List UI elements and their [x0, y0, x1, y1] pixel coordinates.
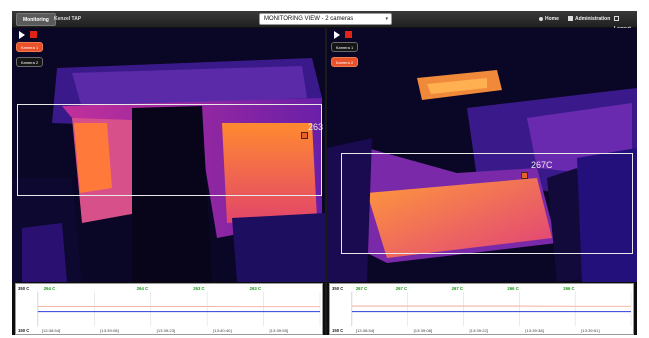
roi-temperature-label: 267C	[531, 160, 553, 170]
chart-time-label: [13:39:51]	[581, 328, 600, 333]
chart-peak-label: 264 C	[137, 286, 148, 291]
chart-peak-label: 266 C	[563, 286, 574, 291]
camera-2-button[interactable]: Kamera 2	[331, 57, 358, 67]
chart-background	[330, 284, 633, 334]
chart-peak-label: 267 C	[452, 286, 463, 291]
chart-time-label: [13:39:23]	[157, 328, 176, 333]
chart-peak-label: 263 C	[193, 286, 204, 291]
camera-pane-left: Kamera 1 Kamera 2 263 350 C 150 C 264 C 264…	[12, 28, 325, 335]
thermal-scene-right	[327, 28, 637, 282]
chart-background	[16, 284, 322, 334]
chart-time-label: [13:40:40]	[213, 328, 232, 333]
administration-label: Administration	[575, 16, 611, 22]
logout-icon	[614, 16, 619, 22]
admin-icon	[568, 16, 573, 22]
hotspot-marker	[521, 172, 528, 179]
chart-y-top-label: 350 C	[332, 286, 343, 291]
play-icon[interactable]	[334, 31, 340, 39]
chart-svg-left: 350 C 150 C 264 C 264 C 263 C 263 C [13:38:54]…	[16, 284, 322, 334]
roi-rectangle[interactable]	[17, 104, 322, 196]
roi-rectangle[interactable]	[341, 153, 633, 254]
chart-time-label: [13:39:22]	[469, 328, 488, 333]
thermal-scene-left	[12, 28, 325, 282]
chart-time-label: [13:39:08]	[100, 328, 119, 333]
view-select[interactable]: MONITORING VIEW - 2 cameras ▾	[259, 13, 392, 25]
hotspot-marker	[301, 132, 308, 139]
camera-1-button[interactable]: Kamera 1	[331, 42, 358, 52]
top-bar: Monitoring Kenzel TAP MONITORING VIEW - …	[12, 11, 637, 32]
chart-time-label: [13:39:55]	[270, 328, 289, 333]
stop-icon[interactable]	[30, 31, 37, 38]
camera-pane-right: Kamera 1 Kamera 2 267C 350 C 150 C 267 C 26…	[327, 28, 637, 335]
administration-link[interactable]: Administration	[568, 14, 610, 24]
play-icon[interactable]	[19, 31, 25, 39]
tab-monitoring[interactable]: Monitoring	[16, 13, 56, 26]
chevron-down-icon: ▾	[385, 16, 388, 22]
app-window: Monitoring Kenzel TAP MONITORING VIEW - …	[12, 11, 637, 335]
chart-peak-label: 267 C	[396, 286, 407, 291]
chart-peak-label: 267 C	[356, 286, 367, 291]
chart-time-label: [13:39:08]	[414, 328, 433, 333]
temperature-chart-left: 350 C 150 C 264 C 264 C 263 C 263 C [13:38:54]…	[15, 283, 323, 335]
roi-temperature-label: 263	[308, 122, 324, 132]
home-link[interactable]: Home	[539, 14, 559, 24]
chart-y-bottom-label: 150 C	[18, 328, 29, 333]
chart-time-label: [13:38:54]	[356, 328, 375, 333]
temperature-chart-right: 350 C 150 C 267 C 267 C 267 C 266 C 266 C [13:3…	[329, 283, 634, 335]
home-label: Home	[545, 16, 559, 22]
thermal-image-right: Kamera 1 Kamera 2 267C	[327, 28, 637, 282]
chart-time-label: [13:39:38]	[525, 328, 544, 333]
thermal-image-left: Kamera 1 Kamera 2 263	[12, 28, 325, 282]
tab-kenzel-tap[interactable]: Kenzel TAP	[54, 16, 82, 22]
chart-peak-label: 264 C	[44, 286, 55, 291]
chart-svg-right: 350 C 150 C 267 C 267 C 267 C 266 C 266 C [13:3…	[330, 284, 633, 334]
home-icon	[539, 16, 543, 21]
stop-icon[interactable]	[345, 31, 352, 38]
camera-2-button[interactable]: Kamera 2	[16, 57, 43, 67]
chart-y-bottom-label: 150 C	[332, 328, 343, 333]
chart-time-label: [13:38:54]	[42, 328, 61, 333]
chart-peak-label: 263 C	[250, 286, 261, 291]
view-select-value: MONITORING VIEW - 2 cameras	[264, 16, 354, 22]
camera-1-button[interactable]: Kamera 1	[16, 42, 43, 52]
chart-peak-label: 266 C	[507, 286, 518, 291]
chart-y-top-label: 350 C	[18, 286, 29, 291]
